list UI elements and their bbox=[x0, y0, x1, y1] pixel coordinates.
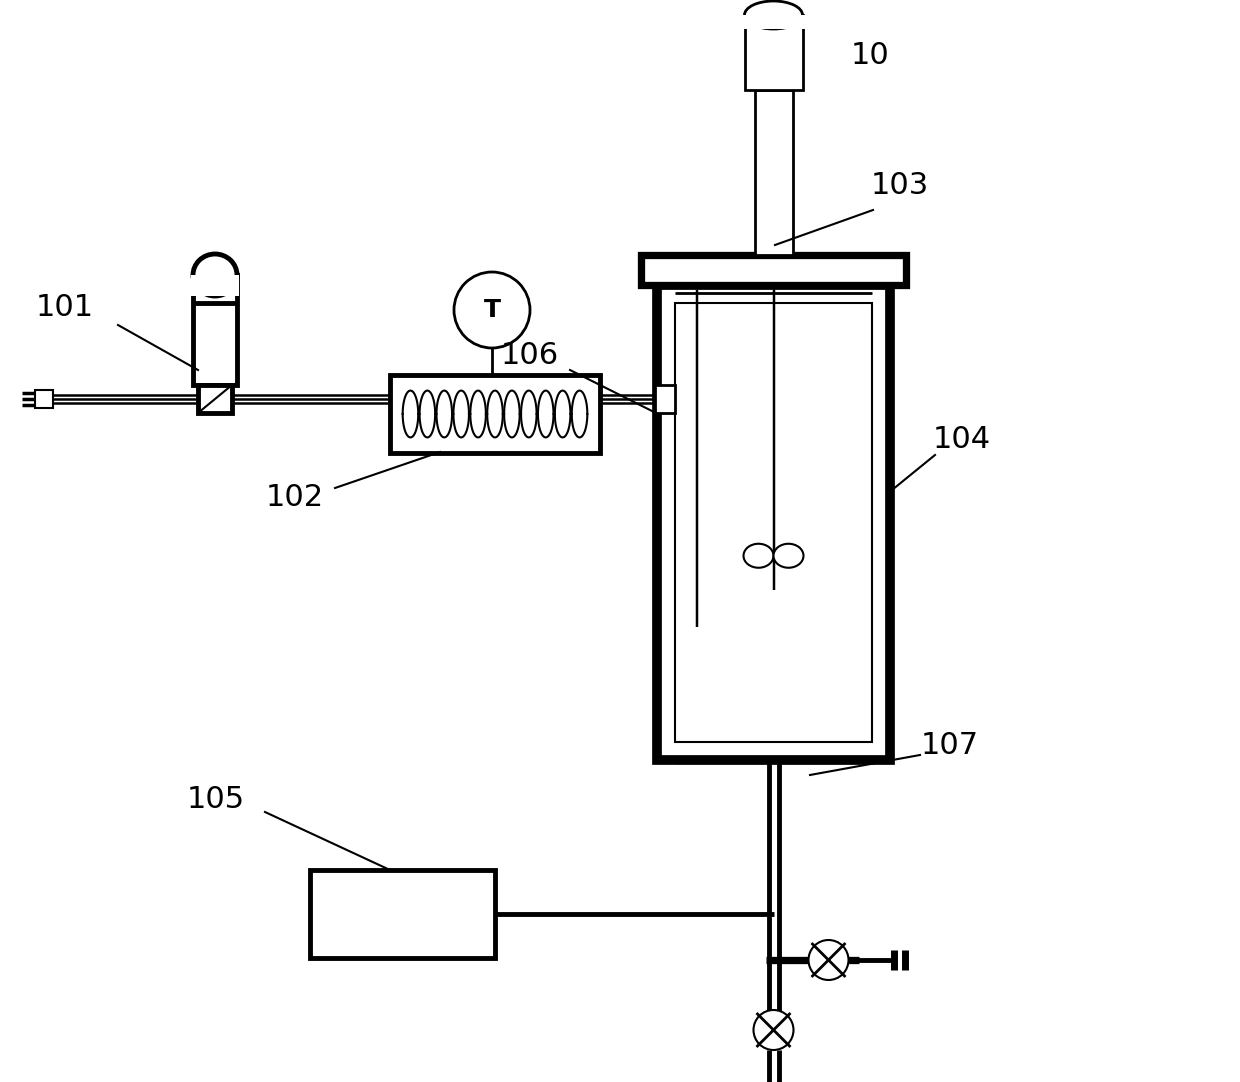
Bar bbox=[391, 375, 600, 453]
Bar bbox=[198, 385, 232, 413]
Text: 101: 101 bbox=[36, 292, 94, 321]
Bar bbox=[310, 870, 495, 958]
Bar bbox=[657, 285, 890, 760]
Circle shape bbox=[808, 940, 848, 980]
Bar bbox=[35, 390, 53, 408]
Bar bbox=[744, 15, 802, 90]
Bar bbox=[655, 385, 675, 413]
Bar bbox=[193, 275, 237, 385]
Text: 106: 106 bbox=[501, 341, 559, 369]
Text: 102: 102 bbox=[265, 484, 324, 513]
Ellipse shape bbox=[774, 544, 804, 568]
Ellipse shape bbox=[744, 544, 774, 568]
Text: 107: 107 bbox=[921, 730, 980, 760]
Circle shape bbox=[754, 1010, 794, 1050]
Text: 105: 105 bbox=[187, 786, 246, 815]
Ellipse shape bbox=[193, 254, 237, 296]
Bar bbox=[675, 303, 872, 742]
Text: 104: 104 bbox=[932, 425, 991, 454]
Circle shape bbox=[454, 272, 529, 348]
Bar bbox=[754, 90, 792, 255]
Bar bbox=[191, 275, 239, 296]
Bar bbox=[641, 255, 906, 285]
Text: T: T bbox=[484, 298, 501, 322]
Text: 10: 10 bbox=[851, 40, 889, 69]
Ellipse shape bbox=[744, 1, 802, 29]
Bar bbox=[743, 15, 805, 29]
Text: 103: 103 bbox=[870, 171, 929, 199]
